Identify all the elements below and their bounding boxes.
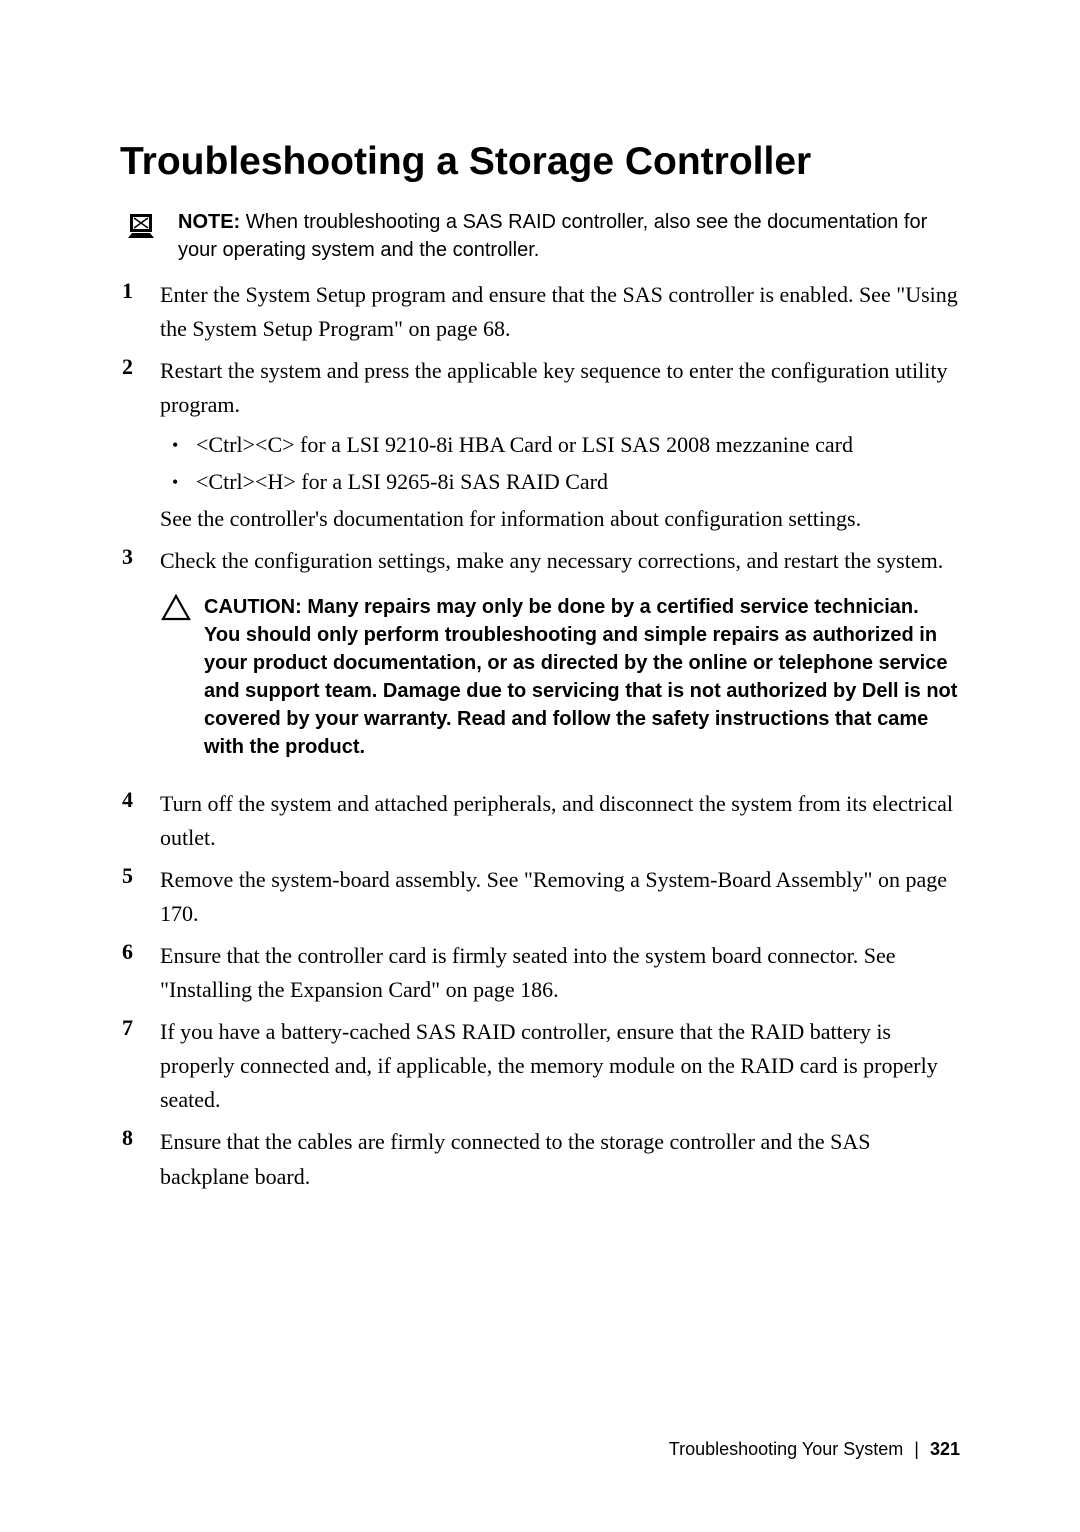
footer-section: Troubleshooting Your System <box>669 1439 903 1459</box>
page-heading: Troubleshooting a Storage Controller <box>120 140 960 184</box>
step-content: Ensure that the controller card is firml… <box>160 939 960 1007</box>
step-1: 1 Enter the System Setup program and ens… <box>120 278 960 346</box>
step-content: If you have a battery-cached SAS RAID co… <box>160 1015 960 1117</box>
step-content: Enter the System Setup program and ensur… <box>160 278 960 346</box>
bullet-icon: • <box>160 465 196 498</box>
note-icon <box>126 210 158 240</box>
step-number: 5 <box>120 863 160 931</box>
step-number: 2 <box>120 354 160 536</box>
note-body: When troubleshooting a SAS RAID controll… <box>178 211 927 261</box>
note-text: NOTE: When troubleshooting a SAS RAID co… <box>178 208 960 264</box>
caution-body: Many repairs may only be done by a certi… <box>204 596 957 758</box>
note-label: NOTE: <box>178 211 240 233</box>
step-7: 7 If you have a battery-cached SAS RAID … <box>120 1015 960 1117</box>
sub-content: <Ctrl><C> for a LSI 9210-8i HBA Card or … <box>196 428 960 461</box>
step-content: Check the configuration settings, make a… <box>160 544 960 778</box>
step-5: 5 Remove the system-board assembly. See … <box>120 863 960 931</box>
step-content: Ensure that the cables are firmly connec… <box>160 1125 960 1193</box>
sub-item: • <Ctrl><C> for a LSI 9210-8i HBA Card o… <box>160 428 960 461</box>
sub-content: <Ctrl><H> for a LSI 9265-8i SAS RAID Car… <box>196 465 960 498</box>
step-number: 1 <box>120 278 160 346</box>
step-number: 6 <box>120 939 160 1007</box>
caution-label: CAUTION: <box>204 596 307 618</box>
step-2: 2 Restart the system and press the appli… <box>120 354 960 536</box>
caution-text: CAUTION: Many repairs may only be done b… <box>204 593 960 761</box>
step-content: Turn off the system and attached periphe… <box>160 787 960 855</box>
bullet-icon: • <box>160 428 196 461</box>
steps-list: 1 Enter the System Setup program and ens… <box>120 278 960 1194</box>
step-6: 6 Ensure that the controller card is fir… <box>120 939 960 1007</box>
step-8: 8 Ensure that the cables are firmly conn… <box>120 1125 960 1193</box>
caution-block: CAUTION: Many repairs may only be done b… <box>120 593 960 761</box>
step-content: Restart the system and press the applica… <box>160 354 960 536</box>
page-footer: Troubleshooting Your System | 321 <box>669 1439 960 1460</box>
caution-icon <box>160 593 192 623</box>
step-number: 7 <box>120 1015 160 1117</box>
continuation-text: See the controller's documentation for i… <box>160 502 960 536</box>
step-3: 3 Check the configuration settings, make… <box>120 544 960 778</box>
step-text: Check the configuration settings, make a… <box>160 548 943 573</box>
step-content: Remove the system-board assembly. See "R… <box>160 863 960 931</box>
sub-list: • <Ctrl><C> for a LSI 9210-8i HBA Card o… <box>160 428 960 498</box>
step-4: 4 Turn off the system and attached perip… <box>120 787 960 855</box>
note-block: NOTE: When troubleshooting a SAS RAID co… <box>120 208 960 264</box>
footer-divider: | <box>914 1439 919 1459</box>
step-number: 4 <box>120 787 160 855</box>
footer-page-number: 321 <box>930 1439 960 1459</box>
step-text: Restart the system and press the applica… <box>160 358 947 417</box>
step-number: 8 <box>120 1125 160 1193</box>
sub-item: • <Ctrl><H> for a LSI 9265-8i SAS RAID C… <box>160 465 960 498</box>
